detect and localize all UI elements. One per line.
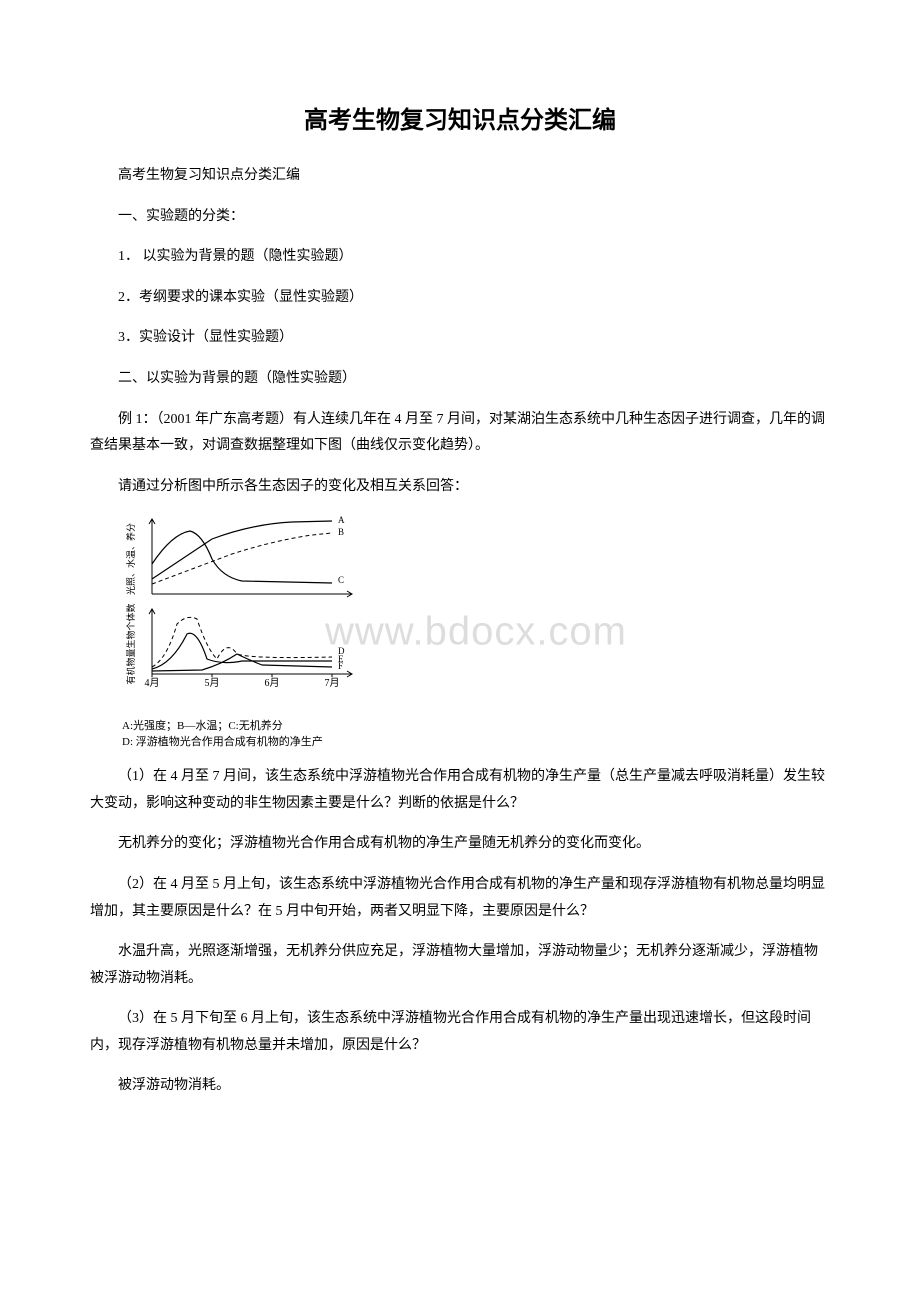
- answer-2: 水温升高，光照逐渐增强，无机养分供应充足，浮游植物大量增加，浮游动物量少；无机养…: [90, 939, 830, 992]
- list-item-2: 2．考纲要求的课本实验（显性实验题）: [90, 285, 830, 312]
- chart-legend-line2: D: 浮游植物光合作用合成有机物的净生产: [122, 735, 830, 750]
- svg-text:6月: 6月: [265, 677, 280, 689]
- svg-text:4月: 4月: [145, 677, 160, 689]
- chart-legend-line1: A:光强度；B—水温；C:无机养分: [122, 719, 830, 734]
- answer-3: 被浮游动物消耗。: [90, 1073, 830, 1100]
- svg-text:光照、水温、养分: 光照、水温、养分: [125, 523, 136, 595]
- list-item-1: 1． 以实验为背景的题（隐性实验题）: [90, 244, 830, 271]
- instruction-text: 请通过分析图中所示各生态因子的变化及相互关系回答：: [90, 474, 830, 501]
- list-item-3: 3．实验设计（显性实验题）: [90, 325, 830, 352]
- section1-heading: 一、实验题的分类：: [90, 204, 830, 231]
- page-title: 高考生物复习知识点分类汇编: [90, 100, 830, 135]
- answer-1: 无机养分的变化；浮游植物光合作用合成有机物的净生产量随无机养分的变化而变化。: [90, 831, 830, 858]
- svg-text:有机物量生物个体数: 有机物量生物个体数: [125, 604, 136, 685]
- svg-text:5月: 5月: [205, 677, 220, 689]
- svg-text:C: C: [338, 575, 344, 585]
- svg-text:A: A: [338, 515, 345, 525]
- svg-text:F: F: [338, 661, 343, 671]
- section2-heading: 二、以实验为背景的题（隐性实验题）: [90, 366, 830, 393]
- svg-text:7月: 7月: [325, 677, 340, 689]
- question-2: （2）在 4 月至 5 月上旬，该生态系统中浮游植物光合作用合成有机物的净生产量…: [90, 872, 830, 925]
- subtitle-text: 高考生物复习知识点分类汇编: [90, 163, 830, 190]
- svg-text:B: B: [338, 527, 344, 537]
- chart-container: www.bdocx.com 光照、水温、养分 A B C: [122, 514, 830, 750]
- question-1: （1）在 4 月至 7 月间，该生态系统中浮游植物光合作用合成有机物的净生产量（…: [90, 764, 830, 817]
- ecology-chart: 光照、水温、养分 A B C 有机物量生物个体数 D E F: [122, 514, 422, 714]
- question-3: （3）在 5 月下旬至 6 月上旬，该生态系统中浮游植物光合作用合成有机物的净生…: [90, 1006, 830, 1059]
- example1-intro: 例 1：（2001 年广东高考题）有人连续几年在 4 月至 7 月间，对某湖泊生…: [90, 407, 830, 460]
